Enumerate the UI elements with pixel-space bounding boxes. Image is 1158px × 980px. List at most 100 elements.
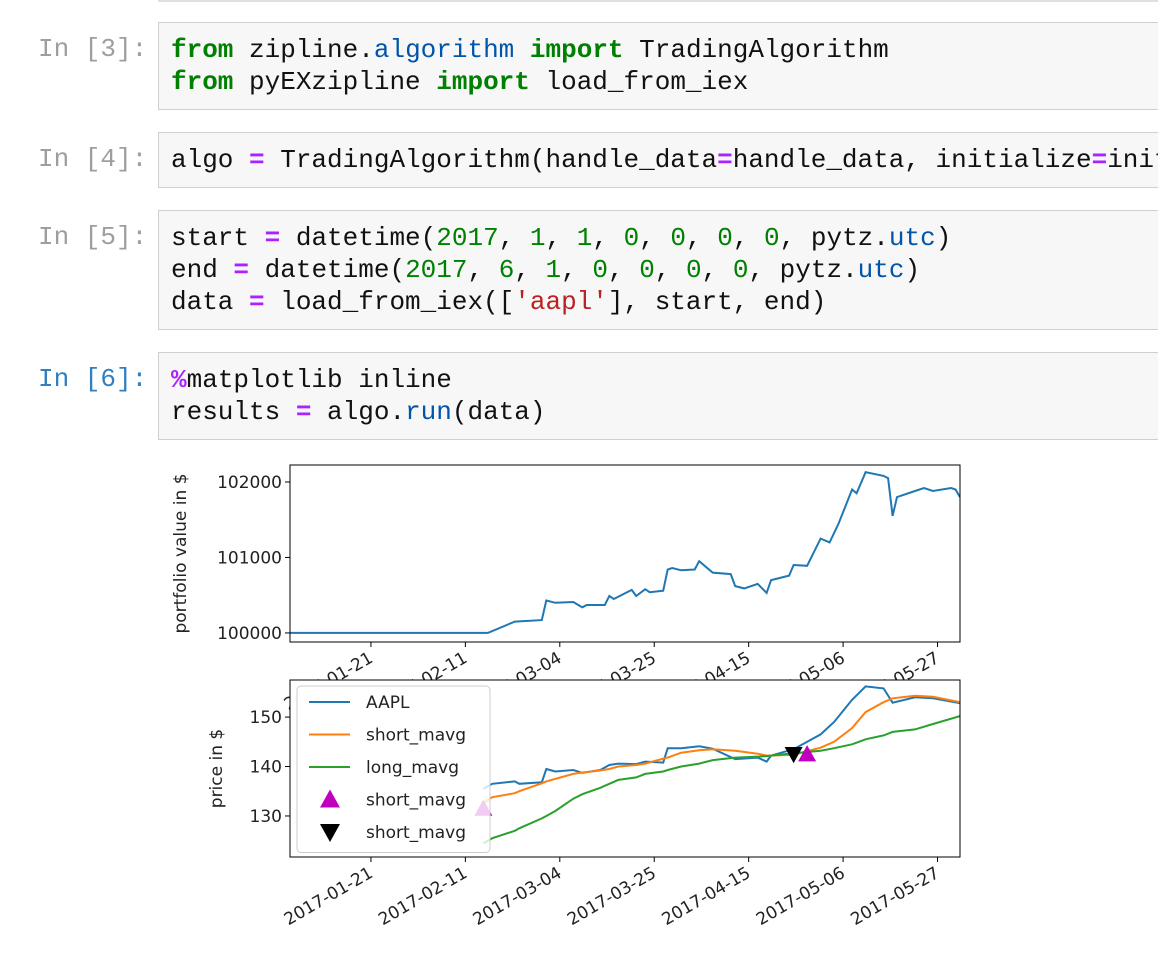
- code-line: results = algo.run(data): [171, 396, 1155, 428]
- code-token: ,: [592, 223, 624, 253]
- legend-label: short_mavg: [366, 823, 466, 843]
- code-input: start = datetime(2017, 1, 1, 0, 0, 0, 0,…: [158, 210, 1158, 330]
- code-token: ,: [686, 223, 718, 253]
- code-line: start = datetime(2017, 1, 1, 0, 0, 0, 0,…: [171, 222, 1155, 254]
- code-cell: In [4]: algo = TradingAlgorithm(handle_da…: [0, 132, 1158, 188]
- code-cell: In [6]: %matplotlib inline results = algo.…: [0, 352, 1158, 440]
- code-token: algo.: [311, 397, 406, 427]
- cells: In [3]: from zipline.algorithm import Tra…: [0, 22, 1158, 462]
- code-token: 1: [576, 223, 593, 253]
- code-token: 2017: [436, 223, 499, 253]
- code-token: run: [405, 397, 452, 427]
- code-token: load_from_iex: [529, 67, 749, 97]
- x-tick-label: 2017-03-04: [470, 863, 566, 930]
- y-tick-label: 101000: [217, 548, 282, 568]
- code-token: data: [171, 287, 250, 317]
- code-token: pyEXzipline: [233, 67, 437, 97]
- code-token: ,: [561, 255, 593, 285]
- code-token: ): [904, 255, 921, 285]
- code-token: utc: [857, 255, 905, 285]
- code-token: from: [171, 67, 234, 97]
- signal-marker: [798, 745, 817, 762]
- legend-label: short_mavg: [366, 791, 466, 811]
- code-token: 0: [732, 255, 749, 285]
- code-input: algo = TradingAlgorithm(handle_data=hand…: [158, 132, 1158, 188]
- code-token: =: [233, 255, 250, 285]
- legend-label: AAPL: [366, 693, 410, 713]
- x-tick-label: 2017-03-25: [564, 863, 660, 930]
- code-token: start: [171, 223, 265, 253]
- code-token: end: [171, 255, 234, 285]
- code-token: =: [264, 223, 281, 253]
- code-token: ,: [607, 255, 640, 285]
- code-token: datetime(: [249, 255, 406, 285]
- code-line: end = datetime(2017, 6, 1, 0, 0, 0, 0, p…: [171, 254, 1155, 286]
- code-token: 0: [670, 223, 686, 253]
- previous-cell-edge: [158, 0, 1158, 2]
- prompt: In [4]:: [38, 144, 148, 174]
- code-line: %matplotlib inline: [171, 364, 1155, 396]
- code-token: , pytz.: [779, 223, 889, 253]
- legend-box: [296, 685, 491, 853]
- code-token: ,: [514, 255, 546, 285]
- code-token: datetime(: [280, 223, 437, 253]
- code-token: =: [249, 145, 265, 175]
- code-token: ,: [498, 223, 530, 253]
- code-token: import: [529, 35, 624, 65]
- y-tick-label: 150: [250, 708, 282, 728]
- code-token: handle_data, initialize: [732, 145, 1092, 175]
- code-token: ], start, end): [607, 287, 827, 317]
- code-token: ,: [654, 255, 687, 285]
- code-token: =: [1091, 145, 1108, 175]
- code-token: 0: [764, 223, 780, 253]
- code-token: matplotlib inline: [186, 365, 452, 395]
- y-axis-label: portfolio value in $: [171, 473, 191, 633]
- code-token: 0: [717, 223, 733, 253]
- code-token: ,: [639, 223, 671, 253]
- legend-marker: [320, 789, 340, 808]
- signal-marker: [784, 746, 803, 764]
- code-token: ): [935, 223, 952, 253]
- x-tick-label: 2017-01-21: [281, 863, 377, 930]
- code-token: =: [249, 287, 265, 317]
- code-token: init: [1107, 145, 1158, 175]
- code-token: from: [171, 35, 234, 65]
- code-token: , pytz.: [748, 255, 858, 285]
- code-token: import: [436, 67, 530, 97]
- code-token: 6: [498, 255, 515, 285]
- code-line: from pyEXzipline import load_from_iex: [171, 66, 1155, 98]
- y-tick-label: 140: [250, 758, 282, 778]
- y-axis-label: price in $: [207, 729, 227, 808]
- code-cell: In [3]: from zipline.algorithm import Tra…: [0, 22, 1158, 110]
- code-token: 0: [686, 255, 702, 285]
- code-token: 2017: [405, 255, 468, 285]
- code-cell: In [5]: start = datetime(2017, 1, 1, 0, 0…: [0, 210, 1158, 330]
- code-token: load_from_iex([: [264, 287, 515, 317]
- code-token: %: [171, 365, 187, 395]
- x-tick-label: 2017-05-06: [753, 863, 849, 930]
- y-tick-label: 102000: [217, 473, 282, 493]
- code-token: TradingAlgorithm: [623, 35, 889, 65]
- code-input: from zipline.algorithm import TradingAlg…: [158, 22, 1158, 110]
- code-token: =: [295, 397, 312, 427]
- x-tick-label: 2017-05-27: [847, 863, 943, 930]
- series-line: [482, 685, 960, 790]
- axes-frame: [289, 464, 961, 643]
- prompt: In [5]:: [38, 222, 148, 252]
- code-input: %matplotlib inline results = algo.run(dat…: [158, 352, 1158, 440]
- code-token: 0: [592, 255, 608, 285]
- legend-marker: [320, 824, 340, 842]
- code-token: ,: [545, 223, 577, 253]
- series-line: [482, 694, 960, 805]
- legend-label: short_mavg: [366, 726, 466, 746]
- series-line: [482, 715, 960, 845]
- code-token: 'aapl': [514, 287, 608, 317]
- code-token: 0: [623, 223, 640, 253]
- code-line: data = load_from_iex(['aapl'], start, en…: [171, 286, 1155, 318]
- code-token: algorithm: [373, 35, 515, 65]
- x-tick-label: 2017-02-11: [375, 863, 471, 930]
- code-token: 0: [639, 255, 655, 285]
- axes-background: [290, 465, 960, 642]
- code-token: 1: [545, 255, 562, 285]
